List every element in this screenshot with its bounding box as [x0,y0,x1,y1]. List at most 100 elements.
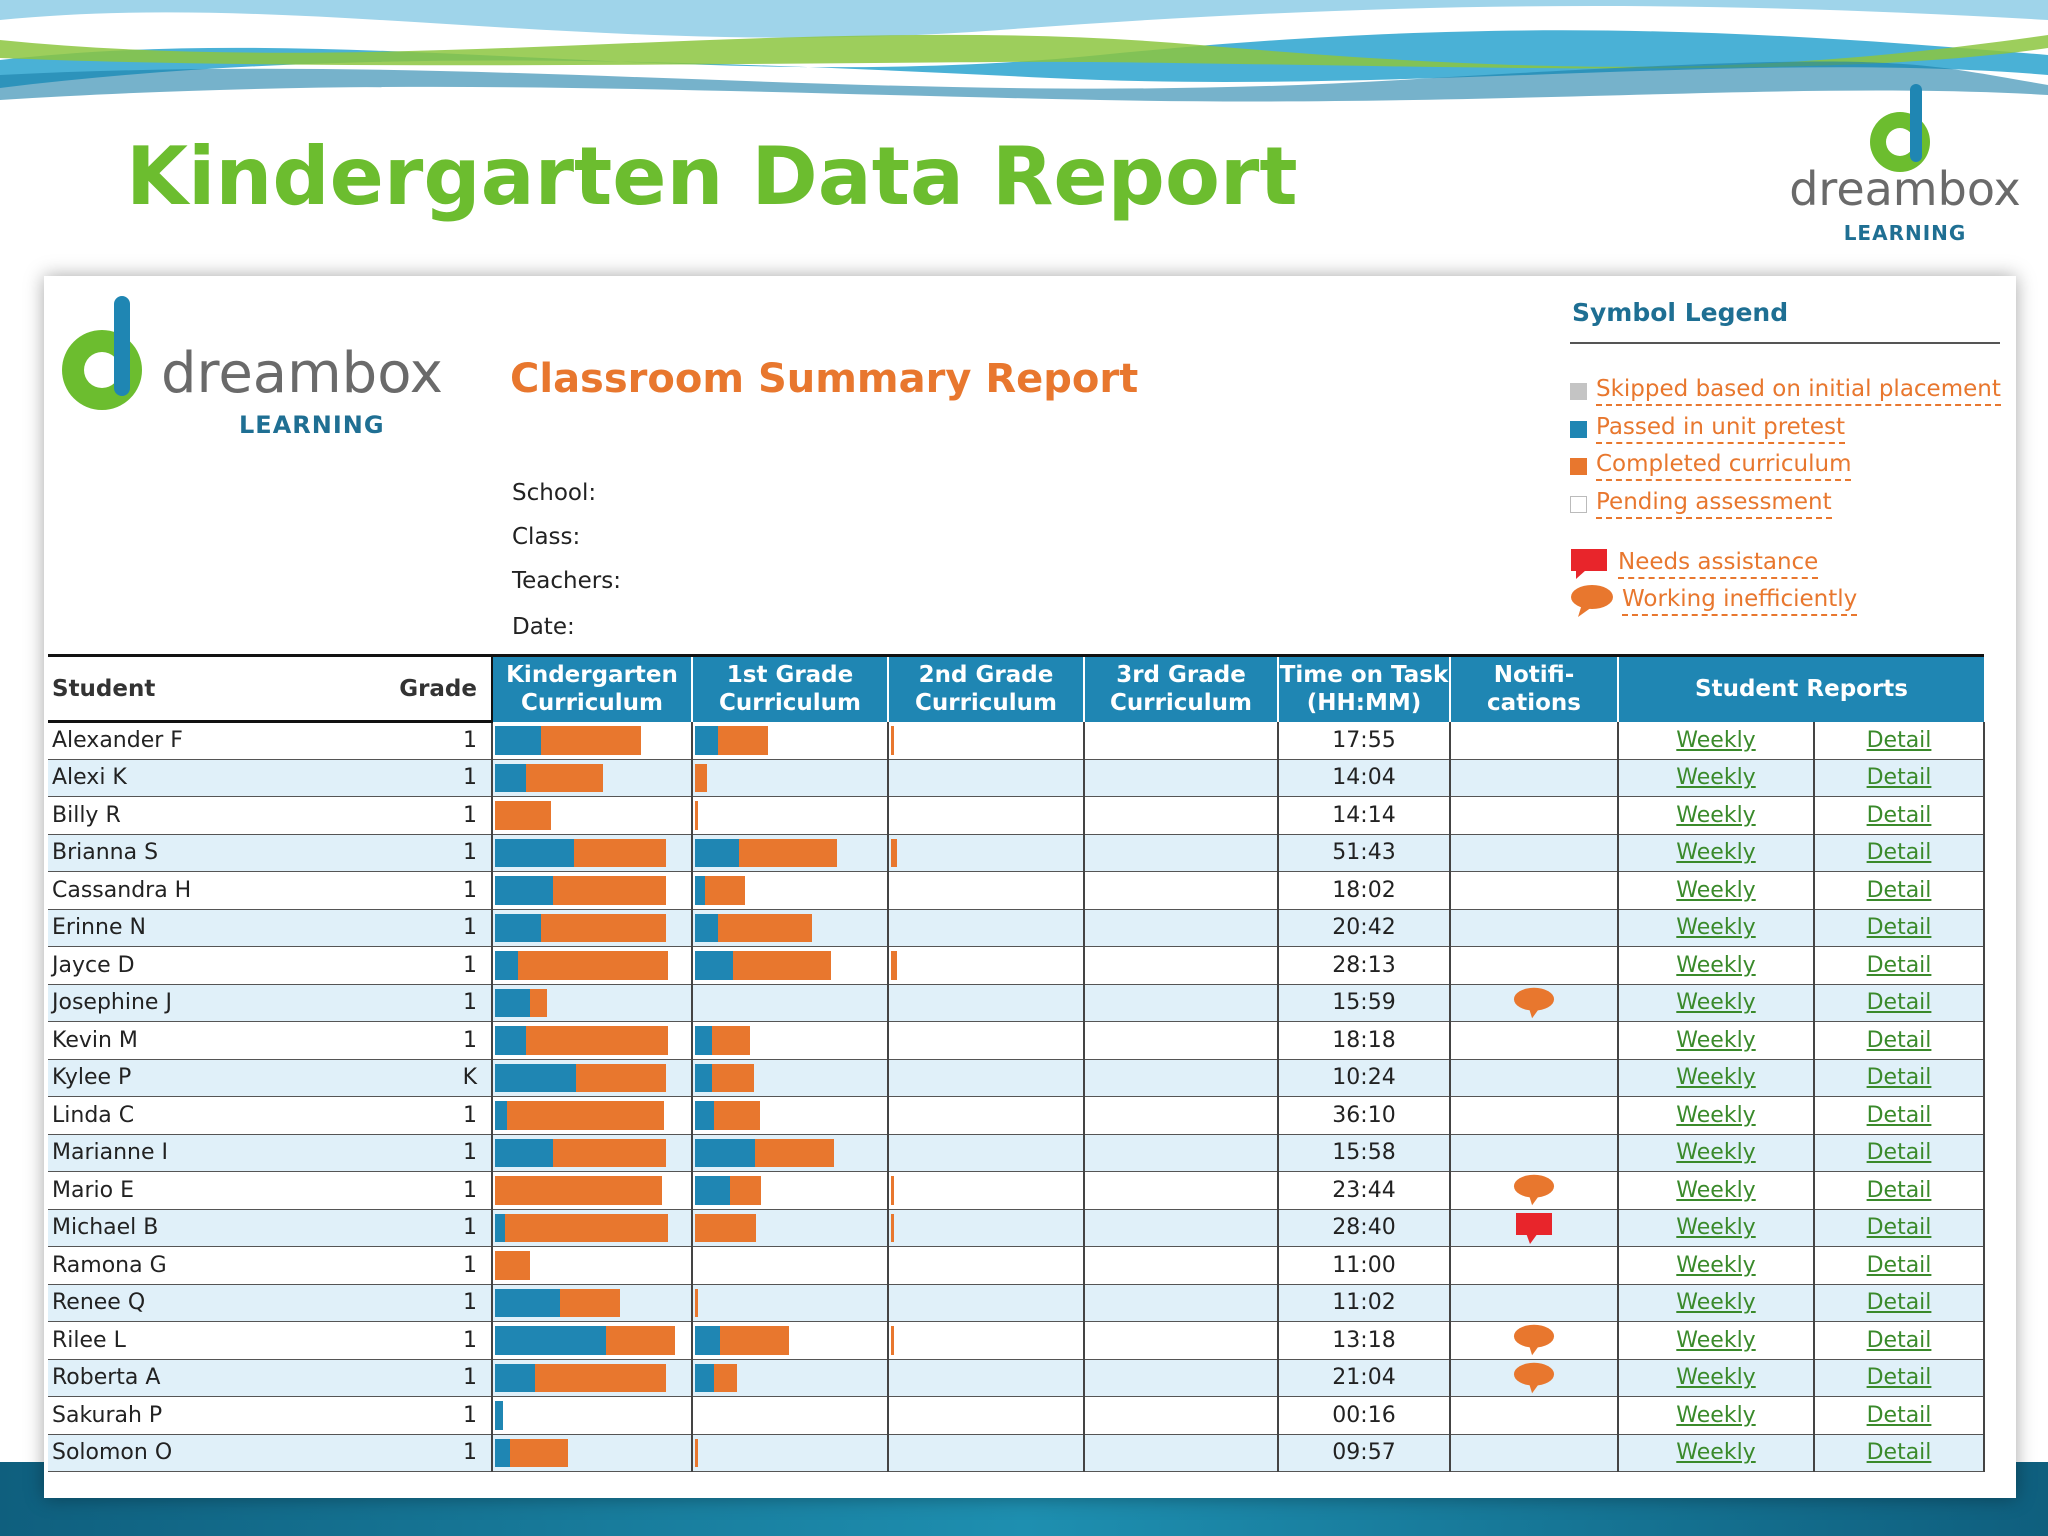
time-on-task: 10:24 [1277,1059,1450,1097]
progress-cell-3rd-grade [1083,1059,1278,1097]
detail-report-link[interactable]: Detail [1866,727,1932,753]
detail-report-link[interactable]: Detail [1866,1140,1932,1166]
weekly-report-link[interactable]: Weekly [1676,1252,1756,1278]
completed-segment [695,763,707,792]
detail-report-link[interactable]: Detail [1866,1327,1932,1353]
weekly-report-link[interactable]: Weekly [1676,877,1756,903]
progress-cell-kindergarten [491,1171,692,1210]
detail-report-link[interactable]: Detail [1866,840,1932,866]
weekly-report-link[interactable]: Weekly [1676,1290,1756,1316]
weekly-report-link[interactable]: Weekly [1676,765,1756,791]
weekly-report-link[interactable]: Weekly [1676,840,1756,866]
weekly-report-link[interactable]: Weekly [1676,1440,1756,1466]
progress-bar [695,1101,760,1130]
legend-skipped: Skipped based on initial placement [1570,376,2001,406]
detail-report-link[interactable]: Detail [1866,952,1932,978]
student-name: Josephine J [48,984,338,1022]
table-row: Billy R 1 14:14 Weekly Detail [48,796,1986,835]
progress-cell-3rd-grade [1083,1096,1278,1135]
progress-cell-kindergarten [491,721,692,760]
detail-report-link[interactable]: Detail [1866,1065,1932,1091]
progress-cell-3rd-grade [1083,1134,1278,1172]
detail-report-cell: Detail [1812,1134,1986,1172]
detail-report-link[interactable]: Detail [1866,915,1932,941]
weekly-report-link[interactable]: Weekly [1676,1065,1756,1091]
progress-cell-1st-grade [691,834,888,872]
table-row: Kevin M 1 18:18 Weekly Detail [48,1021,1986,1060]
passed-segment [495,876,553,905]
completed-segment [695,1213,756,1242]
weekly-report-cell: Weekly [1617,1171,1814,1210]
legend-skipped-label: Skipped based on initial placement [1596,376,2001,406]
weekly-report-link[interactable]: Weekly [1676,1027,1756,1053]
weekly-report-link[interactable]: Weekly [1676,727,1756,753]
time-on-task: 18:18 [1277,1021,1450,1060]
detail-report-cell: Detail [1812,1096,1986,1135]
detail-report-link[interactable]: Detail [1866,1215,1932,1241]
progress-bar [695,1138,834,1167]
weekly-report-link[interactable]: Weekly [1676,952,1756,978]
student-name: Mario E [48,1171,338,1210]
student-name: Jayce D [48,946,338,985]
progress-tick [891,1176,894,1205]
notification-cell [1449,1059,1618,1097]
detail-report-link[interactable]: Detail [1866,1252,1932,1278]
progress-bar [495,1288,620,1317]
detail-report-link[interactable]: Detail [1866,802,1932,828]
weekly-report-cell: Weekly [1617,1134,1814,1172]
student-grade: 1 [338,834,493,872]
weekly-report-link[interactable]: Weekly [1676,802,1756,828]
progress-cell-3rd-grade [1083,871,1278,910]
logo-subtext: LEARNING [1844,221,1967,245]
orange-speech-bubble-icon [1571,585,1613,617]
student-name: Sakurah P [48,1396,338,1435]
weekly-report-link[interactable]: Weekly [1676,1365,1756,1391]
progress-bar [695,725,768,755]
detail-report-link[interactable]: Detail [1866,1365,1932,1391]
orange-speech-bubble-icon[interactable] [1513,986,1555,1020]
weekly-report-link[interactable]: Weekly [1676,915,1756,941]
completed-segment [714,1101,760,1130]
detail-report-cell: Detail [1812,1434,1986,1472]
orange-speech-bubble-icon[interactable] [1513,1323,1555,1357]
weekly-report-link[interactable]: Weekly [1676,1140,1756,1166]
weekly-report-link[interactable]: Weekly [1676,1215,1756,1241]
detail-report-link[interactable]: Detail [1866,1027,1932,1053]
progress-cell-kindergarten [491,1396,692,1435]
progress-cell-2nd-grade [887,1096,1084,1135]
orange-speech-bubble-icon[interactable] [1513,1361,1555,1395]
detail-report-link[interactable]: Detail [1866,1102,1932,1128]
detail-report-link[interactable]: Detail [1866,1402,1932,1428]
detail-report-link[interactable]: Detail [1866,765,1932,791]
completed-segment [518,951,668,980]
detail-report-link[interactable]: Detail [1866,1290,1932,1316]
weekly-report-link[interactable]: Weekly [1676,1327,1756,1353]
detail-report-link[interactable]: Detail [1866,877,1932,903]
passed-segment [695,1363,714,1392]
report-title: Classroom Summary Report [510,356,1139,402]
progress-cell-kindergarten [491,834,692,872]
progress-bar [495,1251,530,1280]
notification-cell [1449,1396,1618,1435]
detail-report-link[interactable]: Detail [1866,1440,1932,1466]
progress-bar [695,838,837,867]
detail-report-link[interactable]: Detail [1866,1177,1932,1203]
completed-segment [714,1363,737,1392]
red-flag-bubble-icon[interactable] [1514,1211,1554,1245]
progress-bar [495,951,668,980]
progress-cell-2nd-grade [887,796,1084,835]
legend-completed: Completed curriculum [1570,451,1852,481]
weekly-report-link[interactable]: Weekly [1676,1402,1756,1428]
progress-cell-1st-grade [691,1059,888,1097]
weekly-report-link[interactable]: Weekly [1676,990,1756,1016]
decorative-wave-banner [0,0,2048,102]
notification-cell [1449,1096,1618,1135]
student-grade: 1 [338,759,493,797]
weekly-report-link[interactable]: Weekly [1676,1177,1756,1203]
progress-cell-2nd-grade [887,721,1084,760]
completed-segment [891,838,897,867]
weekly-report-cell: Weekly [1617,1434,1814,1472]
weekly-report-link[interactable]: Weekly [1676,1102,1756,1128]
orange-speech-bubble-icon[interactable] [1513,1173,1555,1207]
detail-report-link[interactable]: Detail [1866,990,1932,1016]
